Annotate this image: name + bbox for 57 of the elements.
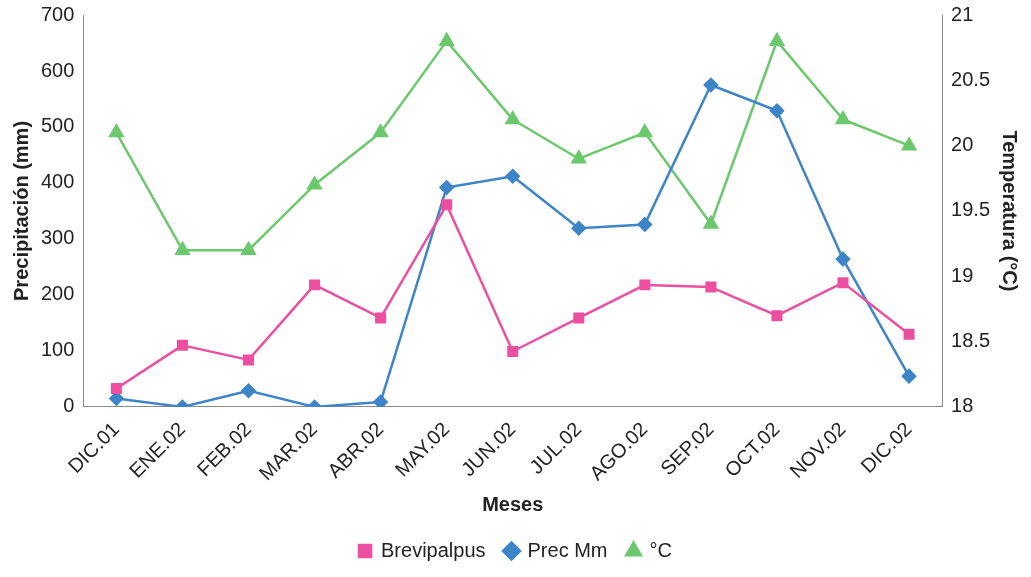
point bbox=[769, 103, 785, 118]
point bbox=[571, 150, 587, 164]
y-tick-label: 300 bbox=[40, 226, 75, 249]
y-tick-label: 600 bbox=[40, 58, 75, 81]
y2-tick-label: 20.5 bbox=[951, 67, 991, 90]
x-axis-title: Meses bbox=[482, 492, 544, 515]
y-tick-label: 400 bbox=[40, 170, 75, 193]
point bbox=[375, 312, 387, 324]
point bbox=[507, 346, 519, 357]
point bbox=[505, 169, 520, 184]
point bbox=[901, 368, 917, 384]
y2-tick-label: 19.5 bbox=[951, 198, 991, 221]
y2-tick-label: 20 bbox=[951, 133, 974, 156]
point bbox=[109, 124, 124, 138]
point bbox=[241, 383, 256, 398]
legend-label: Brevipalpus bbox=[381, 538, 486, 561]
point bbox=[439, 32, 454, 46]
point bbox=[309, 279, 321, 291]
y2-tick-label: 18.5 bbox=[951, 329, 991, 352]
y2-tick-label: 18 bbox=[951, 394, 974, 417]
point bbox=[903, 328, 915, 340]
y-tick-label: 0 bbox=[63, 394, 75, 417]
point bbox=[110, 382, 122, 394]
point bbox=[769, 32, 785, 46]
y2-tick-label: 21 bbox=[951, 2, 974, 25]
point bbox=[505, 111, 521, 125]
y-tick-label: 200 bbox=[40, 282, 75, 305]
point bbox=[771, 310, 783, 322]
y-tick-label: 100 bbox=[40, 338, 75, 361]
y2-tick-label: 19 bbox=[951, 263, 974, 286]
point bbox=[241, 241, 256, 255]
point bbox=[637, 217, 653, 232]
point bbox=[307, 176, 322, 190]
point bbox=[637, 124, 653, 138]
point bbox=[639, 279, 651, 291]
point bbox=[176, 339, 188, 351]
point bbox=[573, 312, 585, 324]
point bbox=[703, 215, 719, 229]
point bbox=[835, 251, 851, 267]
y2-axis-title: Temperatura (°C) bbox=[999, 130, 1022, 292]
point bbox=[835, 111, 851, 125]
point bbox=[703, 77, 719, 93]
y-axis-title: Precipitación (mm) bbox=[9, 120, 32, 301]
point bbox=[571, 221, 587, 236]
point bbox=[837, 277, 849, 289]
point bbox=[373, 124, 388, 138]
legend-label: °C bbox=[649, 538, 672, 561]
point bbox=[705, 281, 717, 293]
point bbox=[439, 180, 454, 195]
y-tick-label: 500 bbox=[40, 114, 75, 137]
point bbox=[243, 354, 254, 366]
y-tick-label: 700 bbox=[40, 2, 75, 25]
point bbox=[373, 394, 388, 407]
point bbox=[441, 199, 453, 211]
point bbox=[901, 137, 917, 151]
point bbox=[175, 241, 190, 255]
legend-label: Prec Mm bbox=[527, 538, 608, 561]
